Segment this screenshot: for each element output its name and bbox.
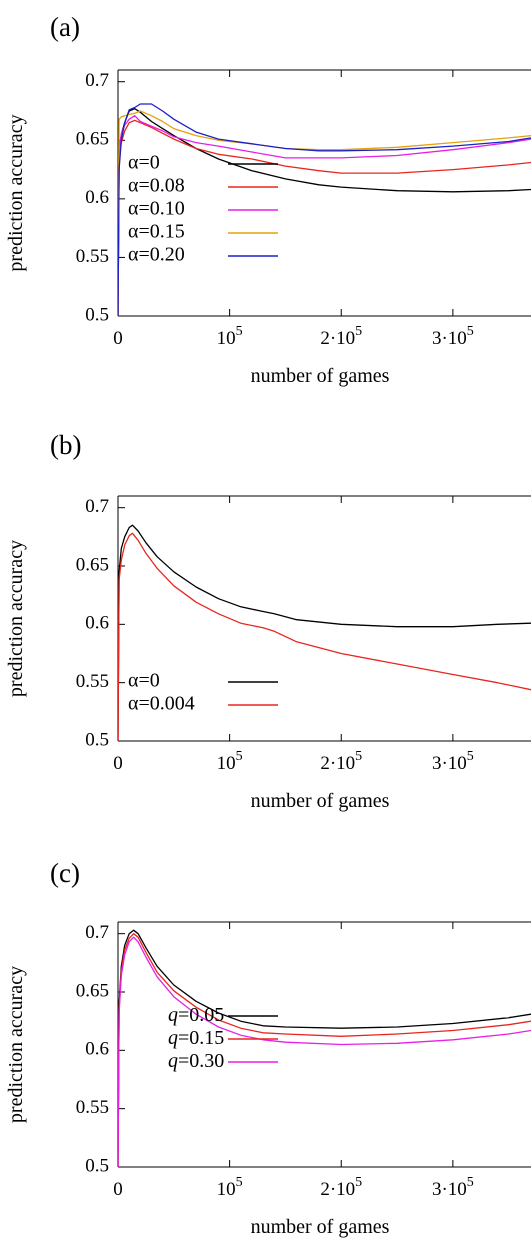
series-line-5	[118, 103, 531, 316]
y-tick-label: 0.5	[85, 304, 109, 325]
y-axis-title: prediction accuracy	[5, 966, 27, 1123]
x-tick-exponent: 5	[355, 324, 362, 339]
y-tick-label: 0.65	[76, 554, 109, 575]
x-tick-label: 2·105	[320, 1175, 362, 1200]
y-tick-label: 0.7	[85, 922, 109, 943]
x-axis-title: number of games	[251, 790, 390, 812]
legend-label: q=0.15	[168, 1027, 224, 1049]
legend-label: α=0.004	[128, 693, 195, 715]
x-tick-exponent: 5	[467, 749, 474, 764]
legend-label: α=0.08	[128, 175, 185, 197]
legend-variable: q	[168, 1004, 178, 1026]
y-tick-label: 0.55	[76, 671, 109, 692]
y-tick-label: 0.6	[85, 187, 109, 208]
chart-panel-2: (b) 0.5 0.55 0.6 0.65 0.7 0 105 2·105 3·105 number…	[5, 430, 531, 812]
chart-panel-1: (a) 0.5 0.55 0.6 0.65 0.7 0 105 2·105 3·105 number…	[5, 12, 531, 387]
x-tick-exponent: 5	[355, 749, 362, 764]
x-tick-label: 3·105	[432, 749, 474, 774]
y-tick-label: 0.65	[76, 129, 109, 150]
x-tick-label: 3·105	[432, 1175, 474, 1200]
chart-panel-3: (c) 0.5 0.55 0.6 0.65 0.7 0 105 2·105 3·105 number…	[5, 858, 531, 1238]
x-tick-label: 0	[113, 1179, 123, 1200]
series-line-2	[118, 532, 531, 741]
x-tick-label: 105	[217, 749, 243, 774]
x-axis-title: number of games	[251, 365, 390, 387]
x-tick-label: 3·105	[432, 324, 474, 349]
y-tick-label: 0.7	[85, 70, 109, 91]
x-tick-label: 105	[217, 324, 243, 349]
y-tick-label: 0.6	[85, 613, 109, 634]
legend-label: α=0	[128, 152, 160, 174]
legend-variable: q	[168, 1027, 178, 1049]
x-tick-exponent: 5	[236, 324, 243, 339]
y-axis-title: prediction accuracy	[5, 114, 27, 271]
legend-label: α=0.10	[128, 198, 185, 220]
y-axis-title: prediction accuracy	[5, 540, 27, 697]
panel-label: (a)	[50, 12, 80, 42]
legend-label: q=0.30	[168, 1050, 224, 1072]
series-line-1	[118, 929, 531, 1167]
x-tick-exponent: 5	[467, 324, 474, 339]
series-line-3	[118, 115, 531, 316]
x-tick-exponent: 5	[236, 749, 243, 764]
x-tick-label: 105	[217, 1175, 243, 1200]
series-line-2	[118, 933, 531, 1167]
x-tick-label: 2·105	[320, 749, 362, 774]
legend-label: α=0.15	[128, 221, 185, 243]
y-tick-label: 0.65	[76, 980, 109, 1001]
series-line-1	[118, 524, 531, 741]
legend-value: =0.30	[178, 1050, 224, 1072]
legend-label: α=0.20	[128, 244, 185, 266]
x-tick-exponent: 5	[236, 1175, 243, 1190]
x-tick-label: 2·105	[320, 324, 362, 349]
series-line-3	[118, 936, 531, 1167]
y-tick-label: 0.55	[76, 1097, 109, 1118]
x-axis-title: number of games	[251, 1216, 390, 1238]
y-tick-label: 0.5	[85, 1155, 109, 1176]
panel-label: (c)	[50, 858, 80, 888]
x-tick-exponent: 5	[355, 1175, 362, 1190]
y-tick-label: 0.6	[85, 1039, 109, 1060]
legend-variable: q	[168, 1050, 178, 1072]
panel-label: (b)	[50, 430, 81, 460]
legend-value: =0.05	[178, 1004, 224, 1026]
x-tick-label: 0	[113, 753, 123, 774]
y-tick-label: 0.5	[85, 729, 109, 750]
y-tick-label: 0.7	[85, 496, 109, 517]
series-line-2	[118, 119, 531, 316]
legend-value: =0.15	[178, 1027, 224, 1049]
x-tick-label: 0	[113, 328, 123, 349]
legend-label: α=0	[128, 670, 160, 692]
x-tick-exponent: 5	[467, 1175, 474, 1190]
legend-label: q=0.05	[168, 1004, 224, 1026]
y-tick-label: 0.55	[76, 246, 109, 267]
series-line-4	[118, 110, 531, 316]
